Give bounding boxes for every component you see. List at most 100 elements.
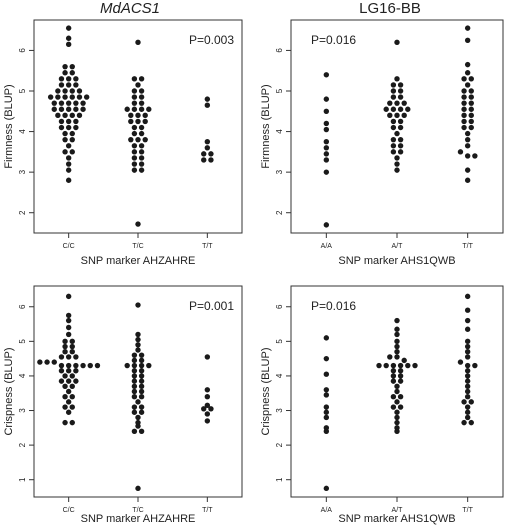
panel-4-x-axis-title: SNP marker AHS1QWB: [338, 513, 455, 525]
panel-4-point: [464, 293, 471, 300]
panel-2-ytick-label: 4: [275, 129, 284, 134]
panel-4-point: [394, 409, 400, 415]
panel-2-point: [468, 76, 474, 82]
panel-3-ytick-label: 1: [18, 477, 27, 482]
panel-2-point: [387, 112, 393, 119]
panel-1-point: [142, 112, 148, 119]
panel-1-point: [138, 88, 145, 94]
panel-1-point: [146, 106, 152, 112]
panel-1-point: [51, 106, 57, 112]
panel-3-point: [73, 368, 79, 374]
panel-2-point: [461, 118, 467, 125]
panel-1-point: [65, 106, 72, 112]
panel-1-point: [138, 143, 145, 149]
panel-4-point: [468, 399, 474, 405]
panel-2-point: [323, 96, 330, 102]
panel-3-point: [65, 331, 72, 338]
panel-1-point: [55, 112, 61, 119]
panel-3-point: [204, 402, 211, 409]
panel-3-point: [146, 362, 152, 369]
panel-4-point: [323, 485, 330, 492]
panel-2-point: [461, 100, 467, 106]
panel-1-point: [73, 100, 79, 106]
panel-2-point: [464, 167, 471, 173]
panel-3-point: [58, 362, 65, 369]
panel-2-point: [468, 106, 474, 112]
panel-3-point: [58, 378, 65, 384]
panel-1-point: [131, 100, 138, 106]
panel-2-point: [394, 76, 400, 82]
panel-1-point: [73, 76, 79, 82]
panel-3-point: [62, 373, 68, 379]
panel-3-point: [69, 373, 75, 379]
panel-3-point: [135, 336, 141, 343]
panel-4-point: [405, 362, 411, 369]
panel-1-point: [65, 143, 72, 149]
panel-3-point: [58, 368, 65, 374]
panel-2-point: [472, 153, 478, 159]
panel-2-point: [397, 94, 404, 100]
panel-1-point: [204, 96, 211, 102]
panel-1-point: [69, 149, 75, 155]
panel-2-point: [464, 143, 471, 149]
panel-2-point: [461, 112, 467, 119]
panel-4-ytick-label: 1: [275, 477, 284, 482]
panel-1-point: [138, 149, 145, 155]
panel-1-xtick-label: T/C: [132, 243, 143, 250]
chart-title-left: MdACS1: [99, 0, 161, 17]
panel-1-ytick-label: 4: [18, 129, 27, 134]
panel-4-point: [394, 388, 400, 395]
panel-1-point: [135, 82, 141, 88]
panel-3-point: [69, 419, 75, 426]
panel-2-point: [397, 118, 404, 125]
panel-3-point: [69, 343, 75, 350]
panel-3-point: [138, 357, 145, 364]
panel-4-point: [394, 383, 400, 390]
panel-1-point: [62, 63, 68, 70]
panel-1-point: [76, 88, 83, 94]
panel-4-ytick-label: 4: [275, 373, 284, 378]
panel-3-point: [131, 388, 138, 395]
panel-2-point: [323, 139, 330, 145]
panel-2-point: [405, 106, 411, 112]
panel-2-point: [397, 106, 404, 112]
panel-3-point: [204, 354, 211, 360]
panel-4-point: [323, 387, 330, 393]
panel-1-point: [135, 221, 141, 227]
panel-3-point: [135, 302, 141, 308]
panel-2-p-value: P=0.016: [311, 33, 356, 47]
panel-3-point: [65, 399, 72, 405]
panel-2-point: [397, 143, 404, 149]
panel-2-point: [394, 167, 400, 173]
panel-4-point: [464, 409, 471, 415]
panel-2-point: [468, 94, 474, 100]
panel-4-point: [464, 338, 471, 345]
panel-4-xtick-label: T/T: [462, 507, 473, 514]
panel-1-point: [204, 102, 211, 108]
panel-4-point: [397, 368, 404, 374]
panel-1-point: [65, 161, 72, 167]
panel-2-point: [464, 37, 471, 43]
panel-3-point: [131, 368, 138, 374]
panel-3-xtick-label: T/C: [132, 507, 143, 514]
panel-3-point: [44, 359, 50, 365]
panel-4-point: [390, 362, 397, 369]
panel-1-point: [69, 88, 75, 94]
panel-1-point: [142, 118, 148, 125]
panel-3-point: [135, 347, 141, 353]
panel-1-point: [73, 82, 79, 88]
panel-3-point: [37, 359, 43, 365]
panel-4-point: [394, 343, 400, 350]
panel-4-y-axis-title: Crispness (BLUP): [260, 347, 272, 435]
panel-2-point: [390, 82, 397, 88]
panel-2-point: [323, 72, 330, 78]
panel-1-point: [135, 39, 141, 46]
panel-1-point: [58, 82, 65, 88]
panel-2-point: [468, 118, 474, 125]
panel-4-point: [394, 331, 400, 338]
panel-3-point: [65, 409, 72, 415]
panel-3-point: [124, 362, 130, 369]
panel-4-point: [387, 354, 393, 360]
panel-2-point: [394, 39, 400, 46]
panel-1-point: [131, 76, 138, 82]
